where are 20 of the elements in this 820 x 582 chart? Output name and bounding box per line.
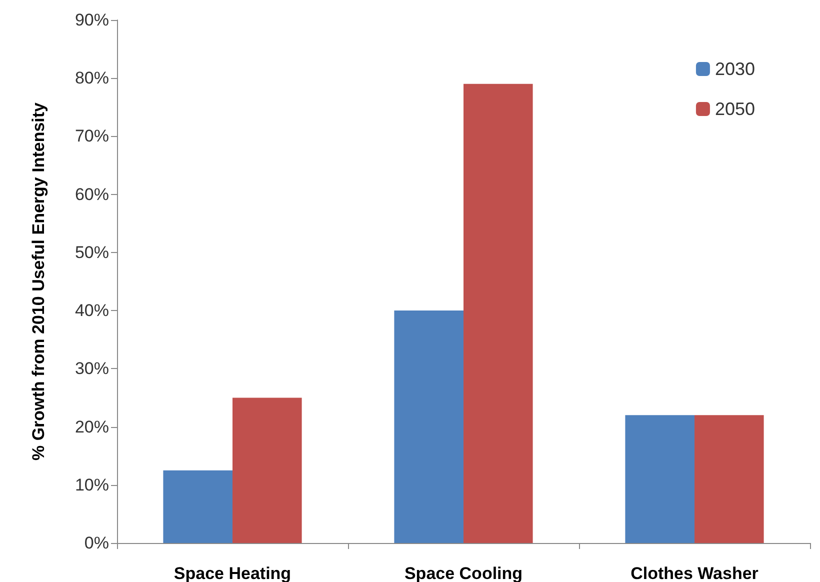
bar xyxy=(394,310,464,543)
y-tick-label: 20% xyxy=(74,417,109,436)
legend-label: 2030 xyxy=(714,59,756,79)
y-tick-label: 90% xyxy=(74,10,109,30)
x-tick-label: Clothes Washer xyxy=(630,564,759,582)
y-tick-label: 40% xyxy=(74,301,109,320)
y-tick-label: 30% xyxy=(74,359,109,378)
bar xyxy=(232,398,302,543)
y-tick-label: 50% xyxy=(74,242,109,262)
bar xyxy=(625,415,694,543)
y-tick-label: 70% xyxy=(74,126,109,146)
bar xyxy=(163,470,232,543)
legend-label: 2050 xyxy=(714,99,756,119)
y-tick-label: 80% xyxy=(74,68,109,88)
y-tick-label: 60% xyxy=(74,184,109,204)
bar xyxy=(694,415,764,543)
y-tick-label: 0% xyxy=(84,534,109,552)
bar xyxy=(464,84,533,543)
y-axis-title: % Growth from 2010 Useful Energy Intensity xyxy=(29,102,48,461)
y-tick-label: 10% xyxy=(74,475,109,494)
